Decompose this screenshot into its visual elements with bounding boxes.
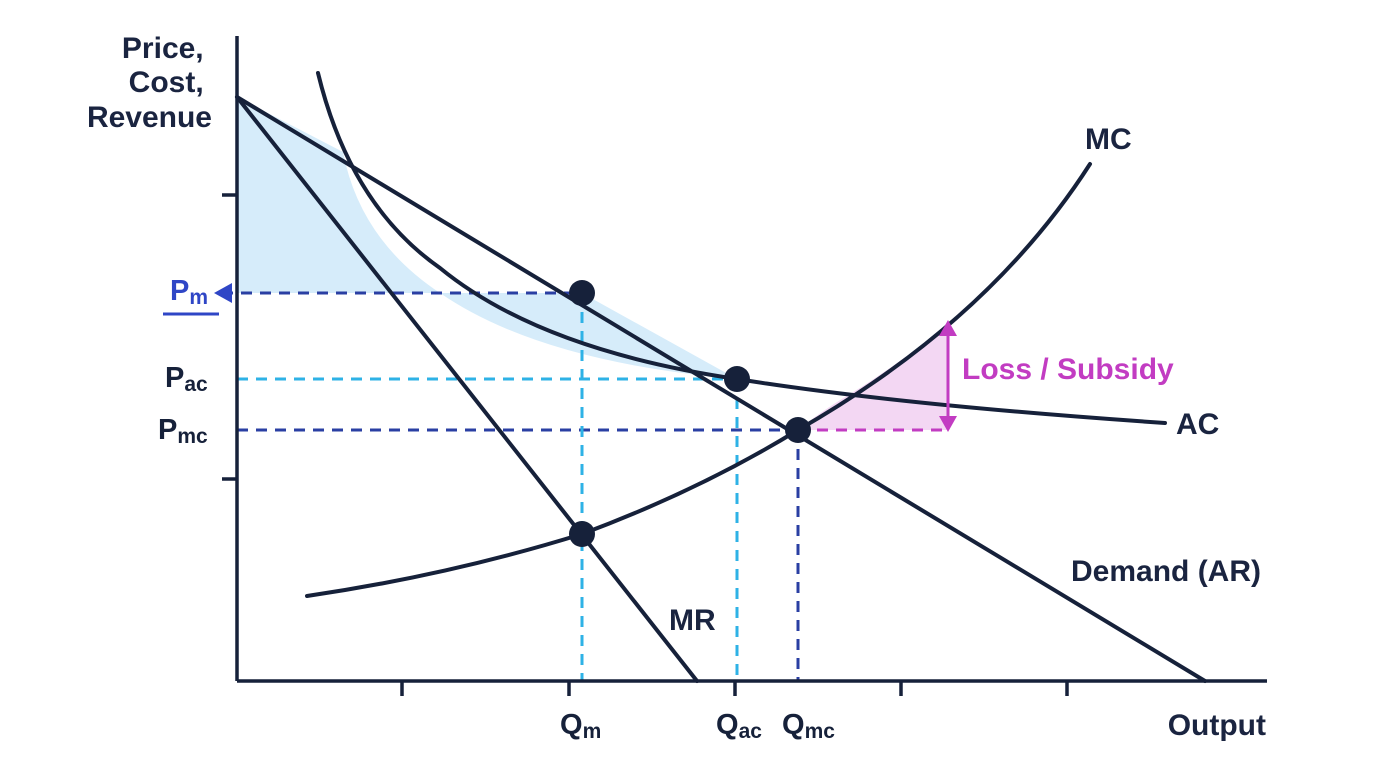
pac-label: Pac	[165, 362, 208, 396]
mc-pricing-point	[785, 417, 811, 443]
qm-label: Qm	[560, 709, 601, 743]
loss-subsidy-label: Loss / Subsidy	[962, 353, 1174, 386]
loss-arrow-up-icon	[939, 320, 957, 336]
demand-label: Demand (AR)	[1071, 555, 1261, 588]
consumer-surplus-area	[237, 97, 737, 379]
loss-arrow-down-icon	[939, 416, 957, 432]
demand-curve	[235, 95, 1207, 683]
pmc-label: Pmc	[158, 414, 208, 448]
x-axis-title: Output	[1168, 709, 1266, 742]
loss-subsidy-area	[798, 325, 948, 430]
ac-pricing-point	[724, 366, 750, 392]
mr-label: MR	[669, 604, 716, 637]
pm-label: Pm	[170, 275, 208, 309]
mc-curve	[305, 162, 1092, 598]
ac-curve	[316, 71, 1167, 425]
mr-mc-intersection-point	[569, 521, 595, 547]
ac-label: AC	[1176, 408, 1219, 441]
qac-label: Qac	[716, 709, 762, 743]
mr-curve	[235, 95, 699, 683]
y-axis-title: Price, Cost, Revenue	[87, 32, 212, 134]
pm-arrow-icon	[214, 283, 232, 303]
qmc-label: Qmc	[782, 709, 835, 743]
mc-label: MC	[1085, 123, 1132, 156]
monopoly-point	[569, 280, 595, 306]
